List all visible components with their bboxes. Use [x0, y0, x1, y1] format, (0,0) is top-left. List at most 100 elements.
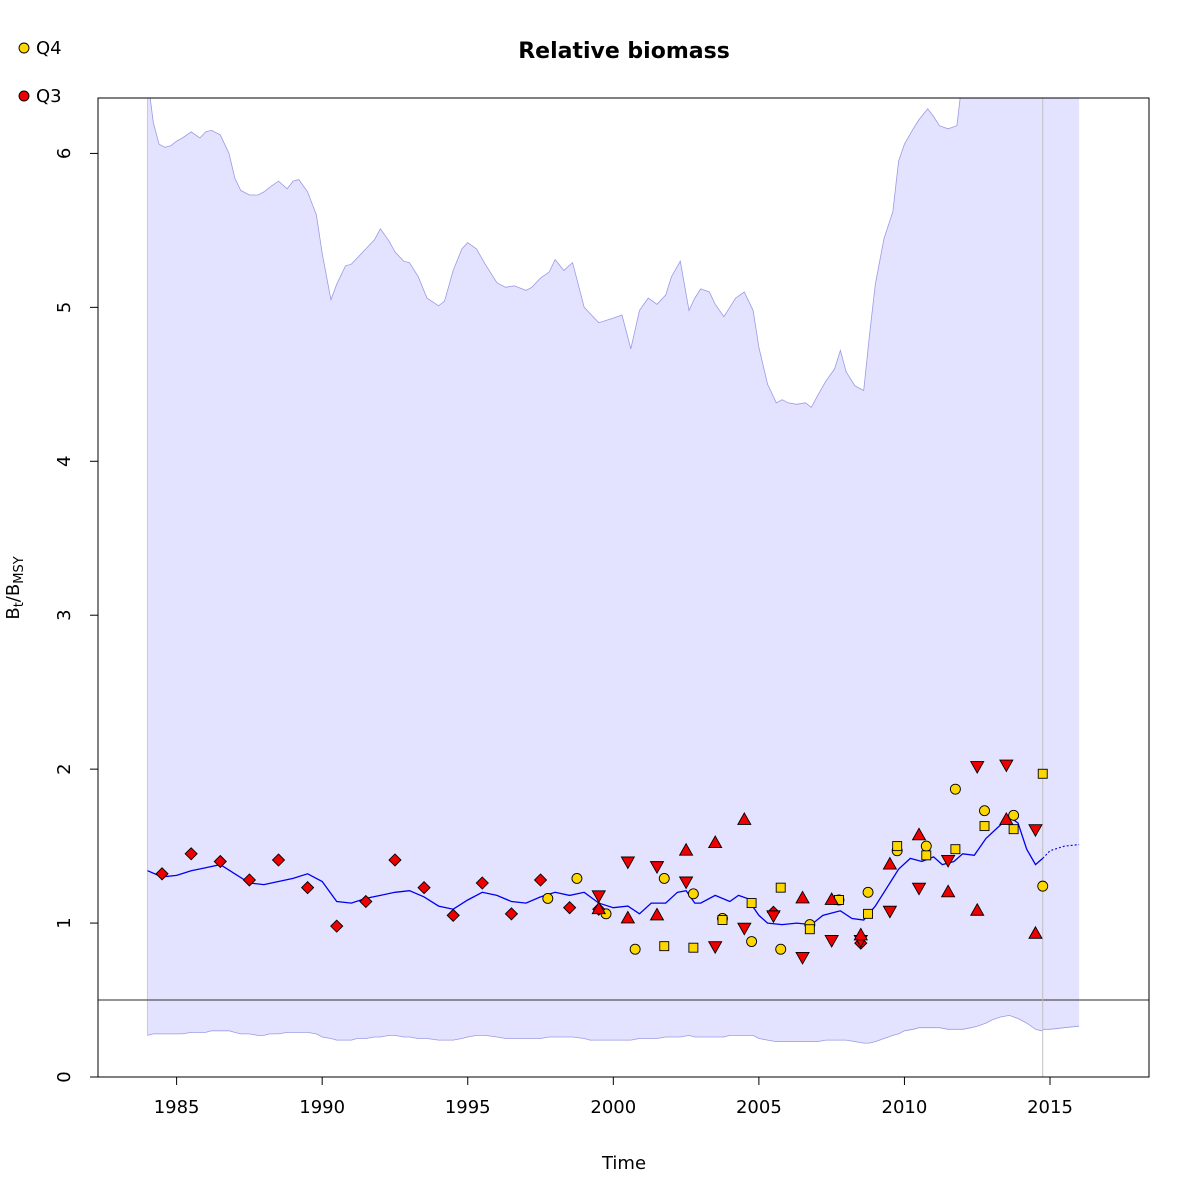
- legend-label: Q3: [36, 86, 62, 107]
- data-point-square: [1037, 768, 1048, 779]
- data-point-triangle-up: [882, 856, 898, 870]
- data-point-triangle-up: [969, 902, 985, 916]
- data-point-square: [1008, 824, 1019, 835]
- data-point-triangle-down: [969, 761, 985, 774]
- band-upper-edge: [149, 98, 961, 409]
- data-point-triangle-down: [678, 876, 694, 890]
- data-point-triangle-down: [795, 951, 810, 965]
- y-tick-label: 5: [54, 302, 75, 313]
- data-point-square: [979, 821, 990, 832]
- data-point-square: [892, 841, 903, 852]
- legend-label: Q4: [36, 38, 62, 59]
- data-point-triangle-up: [795, 890, 810, 904]
- y-axis-title-main: B: [3, 607, 24, 619]
- y-axis-title: Bt/BMSY: [3, 556, 27, 619]
- data-point-triangle-up: [940, 884, 956, 898]
- y-tick-label: 6: [54, 148, 75, 159]
- y-tick-label: 4: [54, 456, 75, 467]
- data-point-triangle-up: [678, 842, 694, 856]
- data-point-triangle-up: [1028, 925, 1043, 939]
- y-tick-label: 3: [54, 609, 75, 620]
- data-point-diamond: [242, 873, 257, 887]
- data-point-diamond: [446, 908, 460, 923]
- y-tick-label: 1: [54, 917, 75, 928]
- data-point-circle: [687, 888, 699, 900]
- data-point-triangle-up: [853, 927, 869, 941]
- data-point-square: [717, 915, 728, 925]
- data-point-circle: [862, 886, 874, 898]
- data-point-triangle-down: [999, 759, 1014, 773]
- data-point-circle: [920, 840, 932, 852]
- data-point-diamond: [271, 853, 286, 867]
- x-tick-label: 1985: [154, 1097, 200, 1118]
- legend-marker: [18, 42, 30, 54]
- data-point-triangle-down: [940, 855, 956, 868]
- confidence-band: [147, 98, 1080, 1044]
- chart-title: Relative biomass: [518, 39, 730, 64]
- data-point-circle: [542, 892, 554, 904]
- data-point-circle: [949, 783, 961, 795]
- data-point-triangle-up: [737, 812, 752, 825]
- data-point-triangle-up: [649, 907, 665, 921]
- data-point-triangle-down: [911, 882, 927, 896]
- y-axis-title-sub1: t: [12, 602, 27, 607]
- data-point-diamond: [533, 873, 548, 887]
- data-point-square: [775, 882, 786, 893]
- x-axis: 1985 1990 1995 2000 2005 2010 2015: [154, 1076, 1073, 1118]
- data-point-diamond: [504, 907, 519, 921]
- data-point-triangle-up: [620, 910, 636, 924]
- y-tick-label: 2: [54, 763, 75, 774]
- data-point-diamond: [388, 853, 402, 867]
- data-point-triangle-down: [620, 856, 636, 870]
- data-point-triangle-up: [911, 827, 927, 841]
- y-axis-title-sub2: MSY: [12, 556, 27, 583]
- data-point-triangle-down: [649, 861, 665, 875]
- plot-area: [98, 98, 1149, 1077]
- series-triangle-down: [591, 759, 1043, 965]
- data-point-diamond: [184, 847, 198, 861]
- data-point-triangle-up: [824, 892, 839, 905]
- data-point-diamond: [330, 919, 344, 933]
- data-point-triangle-up: [591, 901, 607, 915]
- data-point-triangle-down: [824, 935, 839, 948]
- data-point-triangle-down: [882, 905, 898, 919]
- legend-marker: [18, 90, 30, 102]
- data-point-diamond: [359, 894, 373, 909]
- x-axis-title: Time: [601, 1153, 646, 1174]
- data-point-circle: [746, 936, 758, 947]
- legend: Q4 Q3: [18, 38, 62, 107]
- projection-line: [1042, 844, 1080, 859]
- data-point-diamond: [213, 854, 227, 869]
- data-point-diamond: [475, 876, 489, 890]
- data-point-circle: [1037, 880, 1049, 892]
- data-point-circle: [775, 943, 787, 955]
- axes: 1985 1990 1995 2000 2005 2010 2015 0 1 2 3 4 5 6: [54, 148, 1073, 1118]
- data-point-square: [950, 844, 961, 855]
- data-point-square: [746, 898, 757, 909]
- data-point-diamond: [417, 881, 431, 895]
- data-point-circle: [1008, 809, 1020, 821]
- x-tick-label: 2000: [590, 1097, 636, 1118]
- data-point-square: [688, 942, 699, 953]
- data-point-square: [804, 924, 815, 935]
- data-point-triangle-up: [707, 835, 723, 848]
- data-point-square: [863, 908, 874, 919]
- legend-entry: Q3: [18, 86, 62, 107]
- y-axis-title-sep: /B: [3, 584, 24, 602]
- x-tick-label: 2015: [1027, 1097, 1073, 1118]
- data-point-diamond: [300, 881, 315, 895]
- plot-content: [98, 98, 1149, 1077]
- series-triangle-up: [591, 812, 1043, 941]
- band-lower-edge: [147, 1014, 1080, 1044]
- data-point-triangle-down: [707, 941, 723, 955]
- x-tick-label: 1990: [299, 1097, 345, 1118]
- legend-entry: Q4: [18, 38, 62, 59]
- data-point-circle: [629, 943, 641, 955]
- data-point-triangle-down: [591, 890, 607, 904]
- y-axis: 0 1 2 3 4 5 6: [54, 148, 99, 1083]
- x-tick-label: 2005: [736, 1097, 782, 1118]
- data-point-triangle-down: [766, 910, 781, 924]
- y-tick-label: 0: [54, 1071, 75, 1082]
